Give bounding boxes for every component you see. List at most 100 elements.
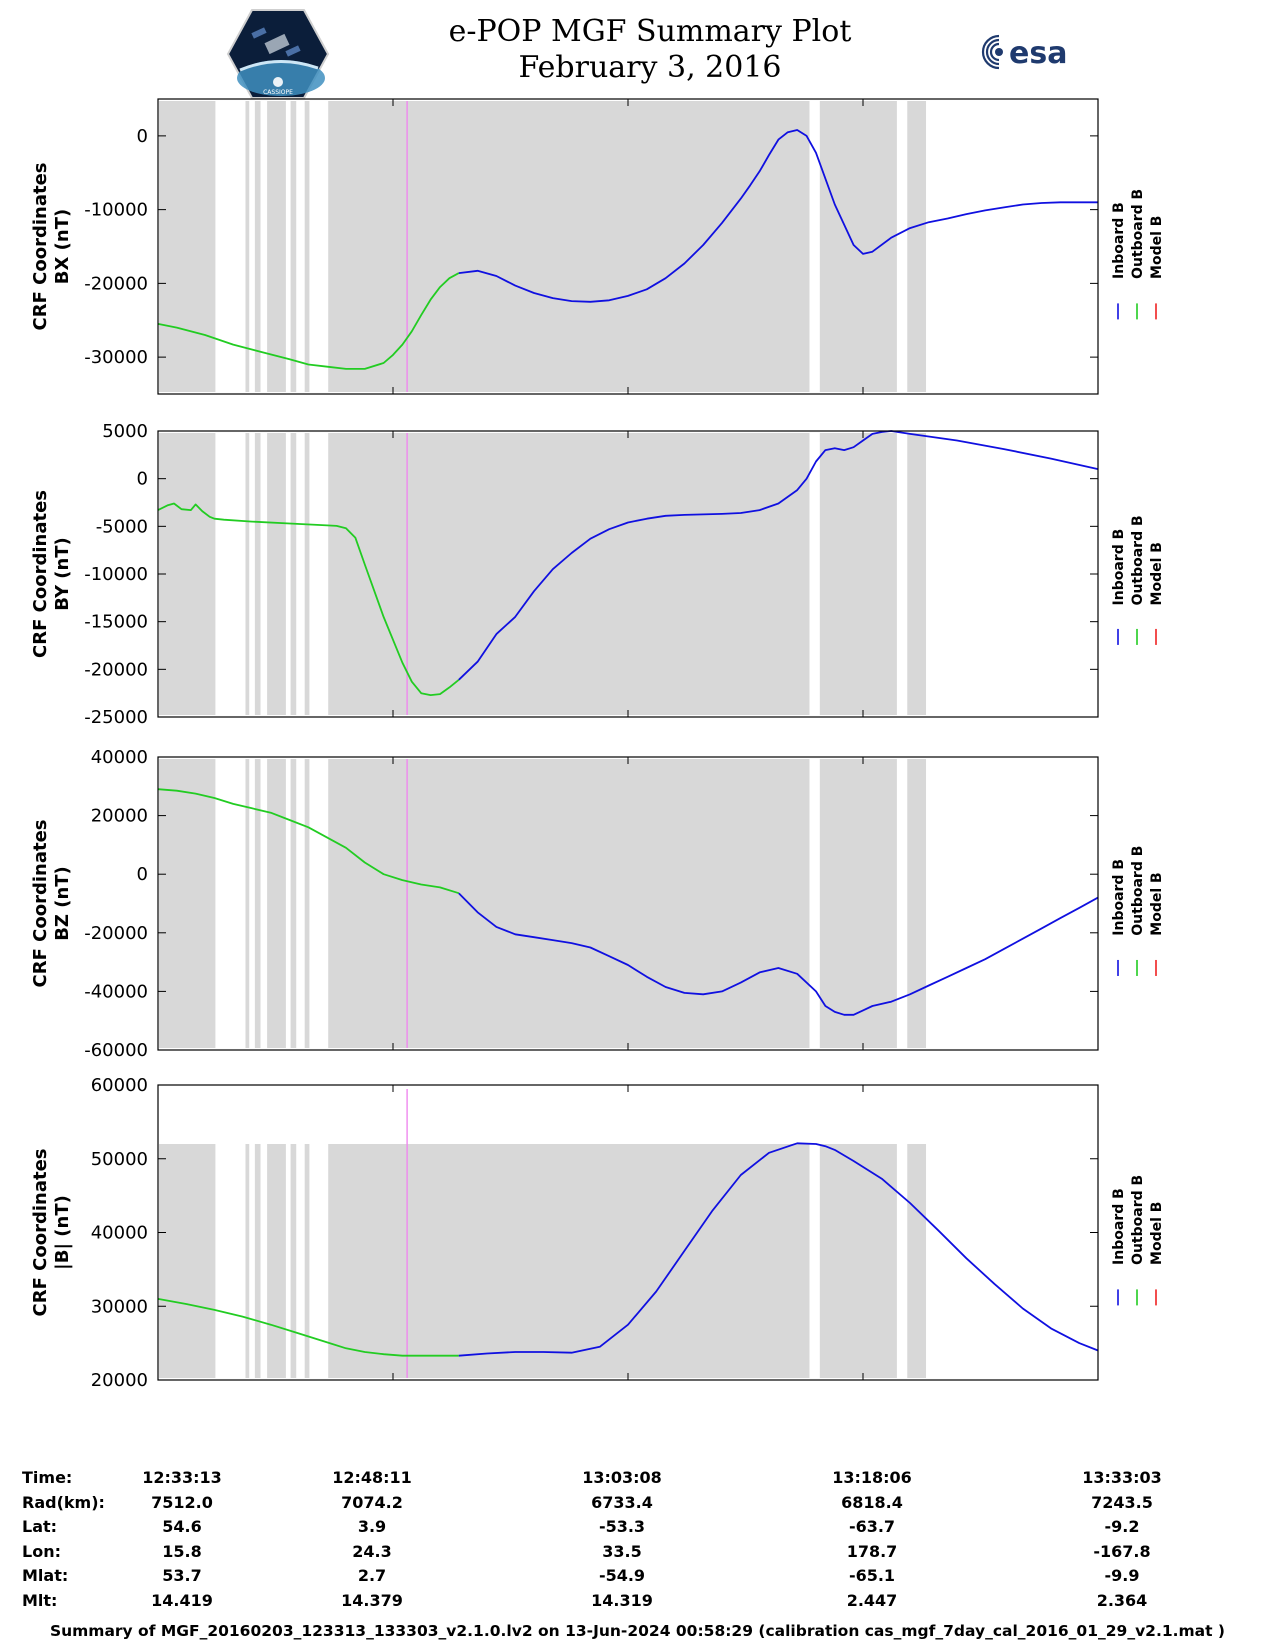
shaded-band (328, 101, 810, 392)
y-tick-label: -30000 (84, 347, 148, 368)
ephemeris-value: 178.7 (846, 1541, 898, 1561)
ephemeris-value: 54.6 (162, 1517, 202, 1537)
shaded-band (907, 101, 927, 392)
shaded-band (819, 433, 897, 715)
y-tick-label: 20000 (91, 806, 148, 827)
y-axis-label: CRF CoordinatesBZ (nT) (30, 820, 73, 988)
cassiope-logo-text: CASSIOPE (263, 89, 293, 96)
shaded-band (328, 433, 810, 715)
y-tick-label: -10000 (84, 200, 148, 221)
series-line-inboard (458, 129, 1098, 303)
y-tick-label: 0 (137, 469, 148, 490)
shaded-band (304, 1144, 310, 1378)
chart-panel-1: 0 -10000 -20000 -30000 CRF CoordinatesBX (nT… (30, 98, 1165, 395)
y-tick-label: -20000 (84, 923, 148, 944)
series-line-inboard (458, 892, 1099, 1016)
ephemeris-value: 2.364 (1096, 1590, 1148, 1610)
legend-label-outboard: Outboard B (1130, 189, 1146, 279)
series-line-inboard (458, 1142, 1099, 1357)
ephemeris-value: 12:33:13 (142, 1468, 222, 1487)
y-tick-label: -40000 (84, 981, 148, 1002)
shaded-band (819, 101, 897, 392)
legend-label-model: Model B (1149, 542, 1165, 605)
legend-label-model: Model B (1149, 1202, 1165, 1265)
shaded-band (245, 1144, 250, 1378)
y-tick-label: 0 (137, 126, 148, 147)
ephemeris-row: Time: 12:33:13 12:48:11 13:03:08 13:18:06 13:… (22, 1466, 1247, 1491)
ephemeris-value: 7243.5 (1091, 1492, 1153, 1512)
ephemeris-value: 7512.0 (151, 1492, 213, 1512)
shaded-band (254, 433, 261, 715)
y-tick-label: -15000 (84, 612, 148, 633)
ephemeris-row: Mlat: 53.7 2.7 -54.9 -65.1 -9.9 (22, 1564, 1247, 1589)
legend-label-outboard: Outboard B (1130, 846, 1146, 936)
shaded-band (290, 101, 297, 392)
shaded-band (245, 759, 250, 1048)
shaded-band (907, 759, 927, 1048)
chart-panel-3: 40000 20000 0 -20000 -40000 -60000 CRF Coordin… (30, 747, 1165, 1061)
ephemeris-row-label: Mlat: (22, 1566, 69, 1586)
legend-label-model: Model B (1149, 216, 1165, 279)
chart-panel-2: 5000 0 -5000 -10000 -15000 -20000 -25000 CRF Co… (30, 421, 1165, 728)
title-block: e-POP MGF Summary Plot February 3, 2016 (380, 14, 920, 86)
shaded-band (267, 433, 286, 715)
shaded-band (159, 433, 216, 715)
ephemeris-value: 2.7 (357, 1566, 387, 1586)
ephemeris-row: Lat: 54.6 3.9 -53.3 -63.7 -9.2 (22, 1515, 1247, 1540)
ephemeris-value: 6818.4 (841, 1492, 903, 1512)
y-axis-label: CRF CoordinatesBX (nT) (30, 163, 73, 331)
y-tick-label: 0 (137, 864, 148, 885)
shaded-band (290, 1144, 297, 1378)
ephemeris-value: -9.2 (1104, 1517, 1140, 1537)
plots-area: 0 -10000 -20000 -30000 CRF CoordinatesBX (nT… (30, 98, 1165, 1391)
shaded-band (267, 759, 286, 1048)
series-line-outboard (157, 502, 460, 696)
ephemeris-value: 53.7 (162, 1566, 202, 1586)
y-tick-label: -20000 (84, 659, 148, 680)
legend-label-inboard: Inboard B (1111, 202, 1127, 279)
ephemeris-value: -167.8 (1093, 1541, 1151, 1561)
ephemeris-row-label: Mlt: (22, 1590, 58, 1610)
ephemeris-value: 14.379 (341, 1590, 403, 1610)
y-tick-label: -20000 (84, 273, 148, 294)
shaded-band (254, 101, 261, 392)
series-line-outboard (157, 788, 460, 895)
y-tick-label: 30000 (91, 1296, 148, 1317)
shaded-band (304, 759, 310, 1048)
ephemeris-value: 2.447 (846, 1590, 898, 1610)
shaded-band (907, 433, 927, 715)
y-tick-label: 40000 (91, 1223, 148, 1244)
ephemeris-table: Time: 12:33:13 12:48:11 13:03:08 13:18:06 13:… (22, 1466, 1247, 1614)
shaded-band (290, 759, 297, 1048)
ephemeris-value: -53.3 (598, 1517, 646, 1537)
esa-logo: esa (981, 34, 1067, 71)
shaded-band (159, 1144, 216, 1378)
shaded-band (245, 433, 250, 715)
shaded-band (267, 1144, 286, 1378)
esa-logo-text: esa (1009, 36, 1067, 71)
ephemeris-value: 13:18:06 (832, 1468, 912, 1487)
legend-label-inboard: Inboard B (1111, 529, 1127, 606)
ephemeris-row-label: Time: (22, 1468, 73, 1487)
ephemeris-value: 24.3 (352, 1541, 392, 1561)
shaded-band (267, 101, 286, 392)
ephemeris-value: 7074.2 (341, 1492, 403, 1512)
y-tick-label: -60000 (84, 1040, 148, 1061)
ephemeris-value: 13:33:03 (1082, 1468, 1162, 1487)
y-tick-label: 50000 (91, 1149, 148, 1170)
y-tick-label: -5000 (96, 516, 148, 537)
ephemeris-value: 14.319 (591, 1590, 653, 1610)
y-axis-label: CRF Coordinates|B| (nT) (30, 1149, 73, 1317)
ephemeris-value: -65.1 (848, 1566, 896, 1586)
shaded-band (254, 759, 261, 1048)
ephemeris-value: 15.8 (162, 1541, 202, 1561)
cassiope-logo: CASSIOPE (226, 9, 330, 99)
legend-label-inboard: Inboard B (1111, 859, 1127, 936)
page-title: e-POP MGF Summary Plot (448, 14, 852, 49)
ephemeris-row: Lon: 15.8 24.3 33.5 178.7 -167.8 (22, 1540, 1247, 1565)
ephemeris-value: 14.419 (151, 1590, 213, 1610)
ephemeris-value: 33.5 (602, 1541, 642, 1561)
legend-label-outboard: Outboard B (1130, 515, 1146, 605)
y-tick-label: 40000 (91, 747, 148, 768)
ephemeris-value: 12:48:11 (332, 1468, 412, 1487)
